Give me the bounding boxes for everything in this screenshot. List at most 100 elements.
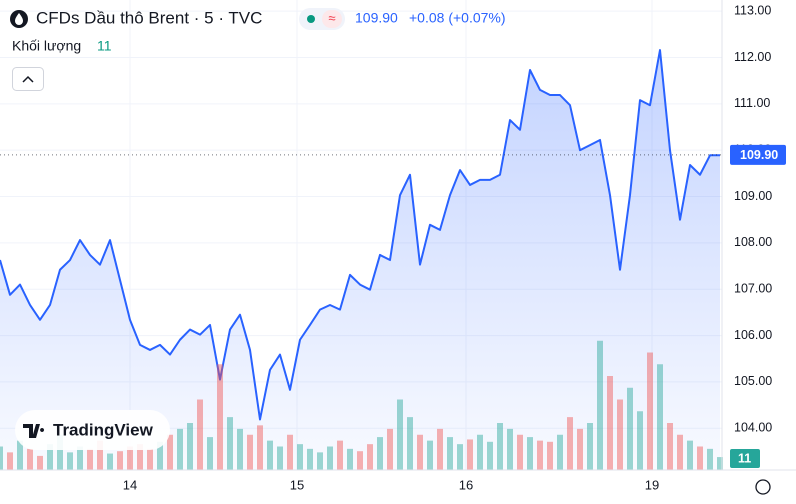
volume-bar bbox=[237, 428, 243, 470]
volume-bar bbox=[227, 417, 233, 470]
volume-bar bbox=[667, 423, 673, 470]
volume-bar bbox=[177, 428, 183, 470]
y-tick-label: 107.00 bbox=[734, 282, 772, 296]
volume-bar bbox=[107, 453, 113, 470]
volume-bar bbox=[317, 452, 323, 470]
volume-bar bbox=[347, 448, 353, 470]
y-tick-label: 109.00 bbox=[734, 189, 772, 203]
volume-bar bbox=[327, 446, 333, 470]
logo-badge bbox=[15, 410, 170, 450]
volume-bar bbox=[247, 434, 253, 470]
volume-bar bbox=[397, 399, 403, 470]
volume-bar bbox=[437, 428, 443, 470]
volume-bar bbox=[387, 428, 393, 470]
volume-bar bbox=[127, 446, 133, 470]
volume-bar bbox=[677, 434, 683, 470]
y-tick-label: 112.00 bbox=[734, 50, 771, 64]
collapse-icon bbox=[22, 75, 34, 83]
market-open-dot bbox=[307, 15, 315, 23]
volume-bar bbox=[137, 444, 143, 470]
x-tick-label: 19 bbox=[645, 477, 659, 492]
volume-bar bbox=[267, 440, 273, 470]
x-tick-label: 14 bbox=[123, 477, 137, 492]
last-price-box bbox=[730, 144, 786, 165]
brand-name: TradingView bbox=[53, 420, 154, 439]
last-price-label: 109.90 bbox=[740, 148, 778, 162]
drop-icon bbox=[15, 13, 23, 25]
volume-bar bbox=[87, 448, 93, 470]
volume-bar bbox=[67, 452, 73, 470]
volume-bar bbox=[597, 340, 603, 470]
volume-bar bbox=[277, 446, 283, 470]
volume-bar bbox=[407, 417, 413, 470]
volume-bar bbox=[477, 434, 483, 470]
volume-bar bbox=[287, 434, 293, 470]
volume-bar bbox=[527, 437, 533, 470]
volume-bar bbox=[57, 434, 63, 470]
volume-bar bbox=[367, 444, 373, 470]
volume-bar bbox=[297, 444, 303, 470]
volume-bar bbox=[717, 457, 723, 470]
volume-bar bbox=[377, 437, 383, 470]
x-tick-label: 16 bbox=[459, 477, 473, 492]
chart-title: CFDs Dầu thô Brent · 5 · TVC bbox=[36, 8, 262, 27]
volume-value-box bbox=[730, 449, 760, 468]
volume-bar bbox=[517, 434, 523, 470]
volume-bar bbox=[37, 455, 43, 470]
volume-bar bbox=[617, 399, 623, 470]
volume-bar bbox=[357, 451, 363, 470]
volume-bar bbox=[0, 446, 3, 470]
volume-bar bbox=[157, 441, 163, 470]
volume-bar bbox=[337, 440, 343, 470]
volume-bar bbox=[707, 448, 713, 470]
volume-bar bbox=[217, 364, 223, 470]
volume-legend: Khối lượng bbox=[12, 38, 81, 54]
volume-bar bbox=[47, 444, 53, 470]
header-price: 109.90 bbox=[355, 10, 398, 26]
volume-bar bbox=[687, 440, 693, 470]
logo-icon bbox=[23, 424, 45, 438]
settings-icon[interactable] bbox=[755, 479, 771, 495]
volume-bar bbox=[567, 417, 573, 470]
volume-bar bbox=[147, 448, 153, 470]
volume-bar bbox=[647, 352, 653, 470]
y-tick-label: 108.00 bbox=[734, 235, 772, 249]
volume-bar bbox=[587, 423, 593, 470]
volume-bar bbox=[447, 437, 453, 470]
y-tick-label: 105.00 bbox=[734, 374, 772, 388]
volume-bar bbox=[507, 428, 513, 470]
price-line bbox=[0, 49, 720, 421]
y-tick-label: 113.00 bbox=[734, 3, 771, 17]
volume-bar bbox=[607, 376, 613, 470]
volume-bar bbox=[627, 387, 633, 470]
volume-bar bbox=[537, 440, 543, 470]
volume-bar bbox=[7, 452, 13, 470]
volume-bar bbox=[117, 451, 123, 470]
x-tick-label: 15 bbox=[290, 477, 304, 492]
volume-bar bbox=[637, 411, 643, 470]
volume-value-label: 11 bbox=[738, 451, 751, 465]
volume-bar bbox=[77, 446, 83, 470]
volume-bar bbox=[187, 423, 193, 470]
volume-bar bbox=[307, 448, 313, 470]
volume-bar bbox=[697, 446, 703, 470]
volume-bar bbox=[427, 440, 433, 470]
volume-bar bbox=[657, 364, 663, 470]
y-tick-label: 106.00 bbox=[734, 328, 772, 342]
volume-bar bbox=[17, 440, 23, 470]
collapse-button[interactable] bbox=[12, 67, 44, 91]
delay-badge bbox=[322, 10, 342, 28]
volume-bar bbox=[97, 440, 103, 470]
volume-bar bbox=[27, 448, 33, 470]
volume-bar bbox=[547, 441, 553, 470]
volume-bar bbox=[557, 434, 563, 470]
volume-bar bbox=[167, 434, 173, 470]
volume-bar bbox=[457, 444, 463, 470]
volume-bar bbox=[467, 439, 473, 470]
delay-icon: ≈ bbox=[328, 10, 335, 25]
volume-bar bbox=[497, 423, 503, 470]
volume-bar bbox=[197, 399, 203, 470]
volume-bar bbox=[577, 428, 583, 470]
header-change: +0.08 (+0.07%) bbox=[409, 10, 506, 26]
